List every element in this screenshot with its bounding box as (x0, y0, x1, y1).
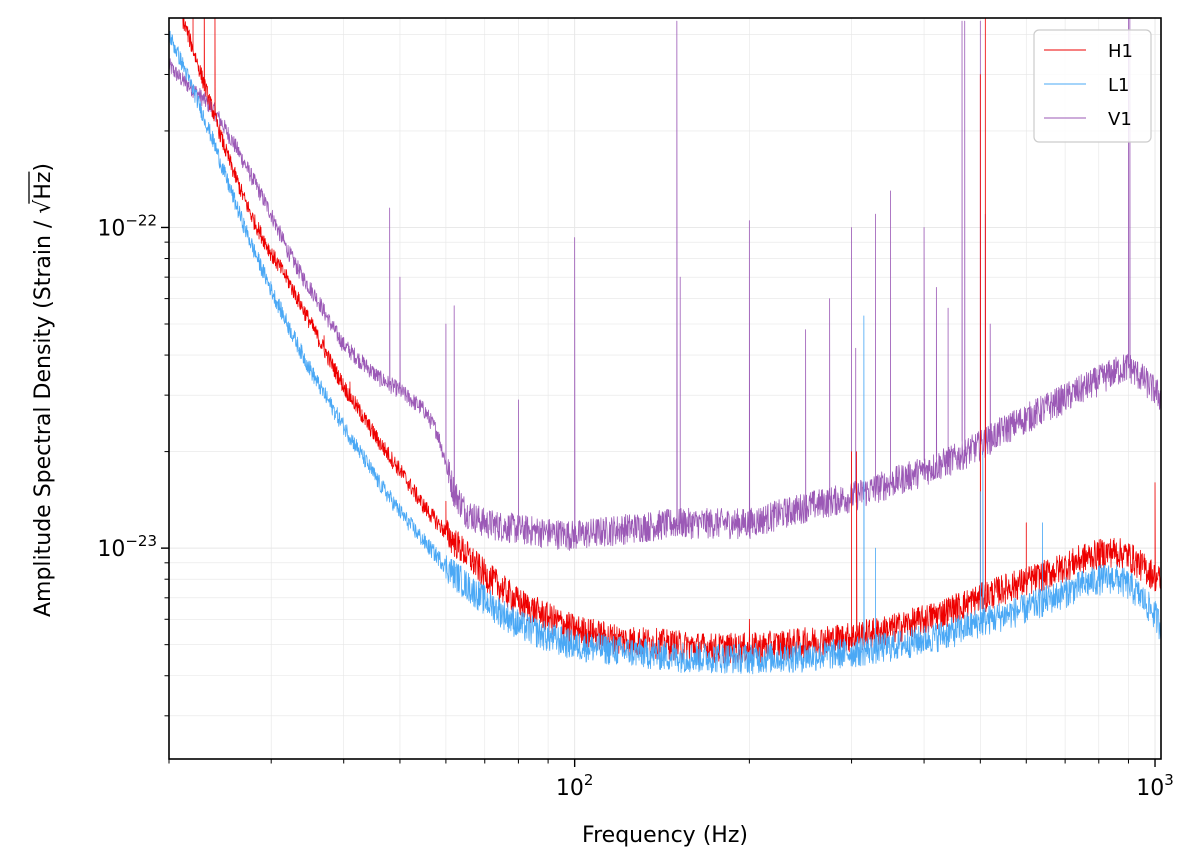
y-axis-label-unit: Hz (31, 172, 56, 200)
series-line-l1 (169, 30, 1161, 675)
legend-label-l1: L1 (1108, 75, 1129, 96)
y-tick-label: 10−23 (97, 532, 157, 562)
legend-box (1033, 29, 1152, 143)
series-line-v1 (169, 18, 1161, 551)
legend: H1 L1 V1 (1033, 29, 1152, 143)
tick-layer: 102 103 10−22 10−23 (97, 33, 1174, 801)
y-axis-label: Amplitude Spectral Density (Strain / √Hz… (31, 163, 56, 617)
legend-label-h1: H1 (1108, 41, 1133, 62)
x-tick-label: 103 (1136, 771, 1174, 801)
y-tick-label: 10−22 (97, 212, 157, 242)
sqrt-symbol: √ (31, 199, 56, 214)
plot-frame (168, 17, 1162, 760)
y-axis-label-close: ) (31, 163, 56, 172)
y-axis-label-main: Amplitude Spectral Density (Strain / (31, 214, 56, 617)
series-line-h1 (181, 18, 1161, 664)
legend-label-v1: V1 (1108, 109, 1132, 130)
svg-text:Amplitude Spectral Density (St: Amplitude Spectral Density (Strain / √Hz… (31, 163, 56, 617)
series-layer (169, 18, 1161, 675)
x-axis-label: Frequency (Hz) (582, 823, 748, 848)
x-tick-label: 102 (556, 771, 594, 801)
